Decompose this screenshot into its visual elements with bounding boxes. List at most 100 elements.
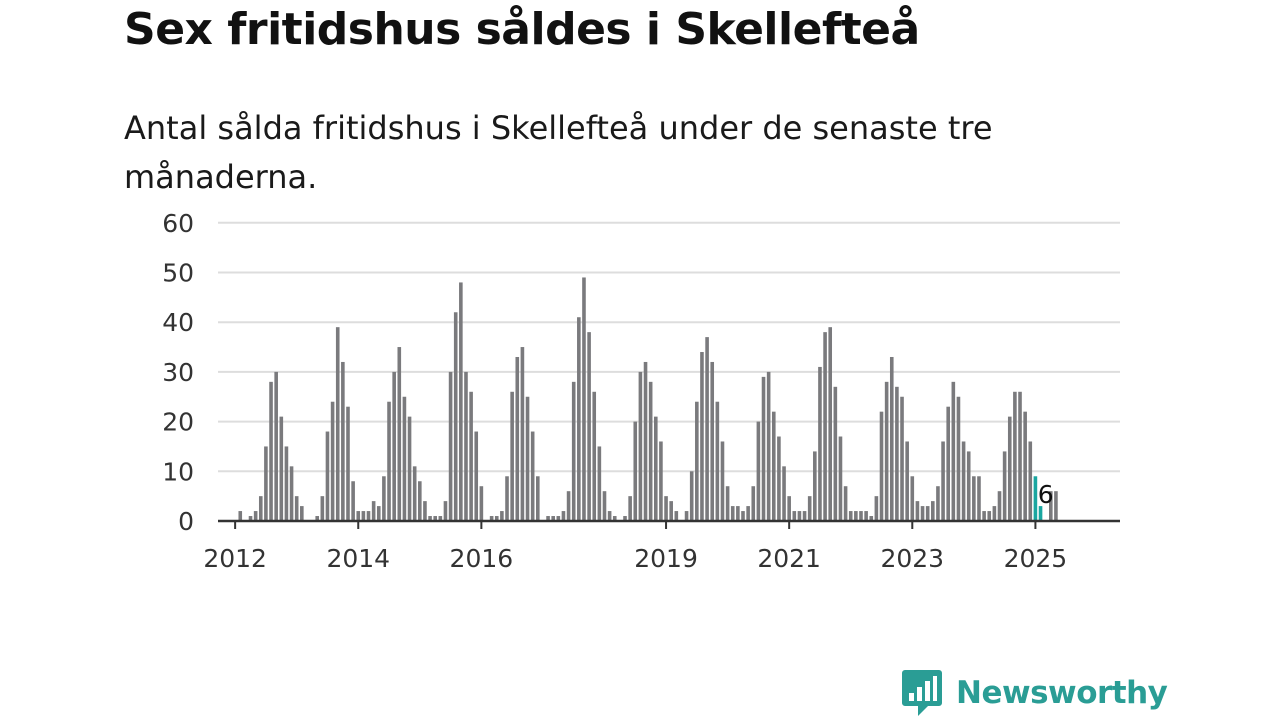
bar bbox=[874, 496, 879, 521]
bar bbox=[746, 506, 750, 521]
bar bbox=[571, 381, 576, 521]
bar bbox=[977, 476, 981, 521]
bar bbox=[623, 516, 627, 521]
bar bbox=[864, 511, 868, 521]
bar bbox=[653, 416, 658, 521]
bar bbox=[325, 431, 330, 521]
bar bbox=[392, 371, 396, 521]
x-tick-label: 2014 bbox=[326, 544, 390, 573]
bar bbox=[859, 511, 863, 521]
bar bbox=[289, 466, 294, 521]
bar bbox=[854, 511, 858, 521]
bar bbox=[818, 366, 822, 521]
bar bbox=[992, 506, 997, 521]
bar bbox=[664, 496, 668, 521]
bar bbox=[500, 511, 504, 521]
x-tick-label: 2019 bbox=[634, 544, 698, 573]
bar bbox=[956, 396, 961, 521]
bar bbox=[356, 511, 361, 521]
bar bbox=[915, 501, 920, 521]
chart-subtitle: Antal sålda fritidshus i Skellefteå unde… bbox=[124, 109, 993, 196]
bar bbox=[1007, 416, 1012, 521]
y-tick-label: 50 bbox=[162, 259, 194, 288]
bar bbox=[972, 476, 976, 521]
bar bbox=[330, 401, 335, 521]
brand-name: Newsworthy bbox=[956, 675, 1168, 711]
bar bbox=[479, 486, 484, 521]
x-tick-label: 2023 bbox=[880, 544, 944, 573]
bar bbox=[889, 356, 894, 521]
bar bbox=[274, 371, 278, 521]
bar bbox=[459, 282, 463, 521]
bar bbox=[730, 506, 735, 521]
y-axis-ticks: 0 10 20 30 40 50 60 bbox=[162, 209, 194, 536]
bar bbox=[787, 496, 791, 521]
y-tick-label: 0 bbox=[178, 507, 194, 536]
value-annotation: 6 bbox=[1038, 480, 1054, 509]
bar bbox=[1054, 491, 1058, 521]
y-tick-label: 20 bbox=[162, 408, 194, 437]
bar bbox=[341, 361, 345, 521]
bar bbox=[936, 486, 940, 521]
bar bbox=[587, 332, 591, 521]
bar bbox=[566, 491, 571, 521]
x-tick-label: 2021 bbox=[757, 544, 821, 573]
bar bbox=[833, 386, 838, 521]
bar bbox=[1013, 391, 1017, 521]
bar bbox=[797, 511, 802, 521]
bar bbox=[443, 501, 448, 521]
bar bbox=[905, 441, 909, 521]
bar bbox=[592, 391, 597, 521]
bar bbox=[910, 476, 915, 521]
bars bbox=[238, 277, 1058, 521]
bar bbox=[695, 401, 699, 521]
bar bbox=[997, 491, 1002, 521]
bar-highlight bbox=[1033, 476, 1038, 521]
bar-highlight bbox=[1038, 506, 1043, 521]
bar bbox=[736, 506, 740, 521]
bar bbox=[489, 516, 494, 521]
bar bbox=[515, 356, 520, 521]
y-tick-label: 10 bbox=[162, 457, 194, 486]
bar bbox=[407, 416, 412, 521]
gridlines bbox=[218, 221, 1120, 473]
x-tick-label: 2016 bbox=[450, 544, 514, 573]
bar bbox=[951, 381, 956, 521]
bar bbox=[525, 396, 530, 521]
bar bbox=[371, 501, 376, 521]
bar bbox=[782, 466, 786, 521]
bar bbox=[725, 486, 730, 521]
bar bbox=[705, 337, 709, 521]
bar bbox=[253, 511, 258, 521]
bar bbox=[474, 431, 479, 521]
bar bbox=[941, 441, 945, 521]
x-tick-label: 2012 bbox=[203, 544, 267, 573]
bar bbox=[879, 411, 884, 521]
bar bbox=[469, 391, 473, 521]
bar bbox=[612, 516, 617, 521]
bar bbox=[577, 317, 581, 521]
bar bbox=[920, 506, 925, 521]
bar bbox=[925, 506, 930, 521]
bar bbox=[453, 312, 458, 521]
bar bbox=[510, 391, 514, 521]
bar bbox=[582, 277, 586, 521]
bar bbox=[766, 371, 771, 521]
bar bbox=[428, 516, 432, 521]
bar bbox=[895, 386, 899, 521]
bar bbox=[418, 481, 422, 521]
bar bbox=[320, 496, 325, 521]
bar bbox=[1049, 491, 1053, 521]
bar bbox=[946, 406, 950, 521]
bar bbox=[1018, 391, 1022, 521]
bar bbox=[520, 347, 525, 521]
bar bbox=[346, 406, 350, 521]
bar bbox=[387, 401, 391, 521]
y-tick-label: 60 bbox=[162, 209, 194, 238]
bar bbox=[269, 381, 273, 521]
bar bbox=[961, 441, 966, 521]
bar bbox=[423, 501, 427, 521]
bar bbox=[771, 411, 776, 521]
bar bbox=[561, 511, 566, 521]
